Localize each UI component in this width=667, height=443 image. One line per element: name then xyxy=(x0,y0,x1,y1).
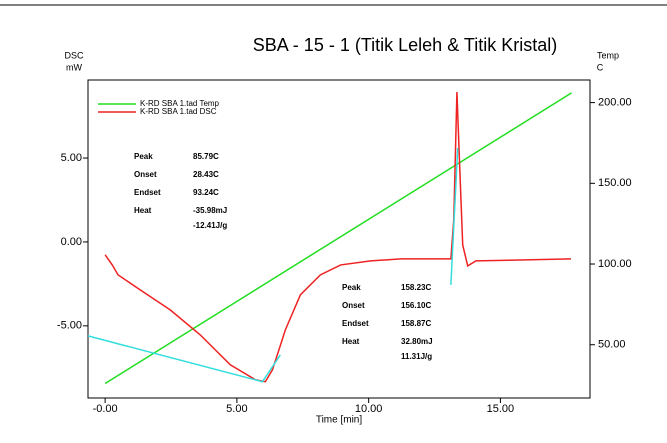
y-tick-label: -5.00 xyxy=(57,320,82,332)
y-axis-label: DSC xyxy=(64,50,84,60)
annotation-value: 156.10C xyxy=(401,301,431,310)
y2-tick-label: 50.00 xyxy=(598,339,626,351)
annotation-label: Endset xyxy=(342,319,369,328)
annotation-value: -35.98mJ xyxy=(193,206,227,215)
annotation-value: -12.41J/g xyxy=(193,221,227,230)
y2-tick-label: 200.00 xyxy=(598,97,632,109)
y-tick-label: 0.00 xyxy=(61,236,82,248)
y2-tick-label: 150.00 xyxy=(598,177,632,189)
annotation-label: Peak xyxy=(342,283,361,292)
annotation-value: 32.80mJ xyxy=(401,337,433,346)
annotation-value: 85.79C xyxy=(193,152,219,161)
annotation-label: Endset xyxy=(134,188,161,197)
annotation-value: 28.43C xyxy=(193,170,219,179)
data-line xyxy=(104,92,572,383)
chart-title: SBA - 15 - 1 (Titik Leleh & Titik Krista… xyxy=(253,35,557,55)
annotation-label: Onset xyxy=(342,301,365,310)
y2-axis-label: Temp xyxy=(597,50,619,60)
x-tick-label: 5.00 xyxy=(226,403,247,415)
x-tick-label: 15.00 xyxy=(487,403,515,415)
annotation-value: 158.87C xyxy=(401,319,431,328)
annotation-value: 158.23C xyxy=(401,283,431,292)
plot-frame xyxy=(87,79,591,399)
x-axis-label: Time [min] xyxy=(316,415,363,426)
annotation-value: 93.24C xyxy=(193,188,219,197)
data-line xyxy=(104,92,572,385)
annotation-label: Onset xyxy=(134,170,157,179)
y-axis-unit: mW xyxy=(66,62,82,72)
legend-label: K-RD SBA 1.tad Temp xyxy=(140,99,220,108)
y2-tick-label: 100.00 xyxy=(598,258,632,270)
annotation-label: Heat xyxy=(342,337,360,346)
y-tick-label: 5.00 xyxy=(61,152,82,164)
x-tick-label: 10.00 xyxy=(355,403,383,415)
data-line xyxy=(87,335,281,383)
y2-axis-unit: C xyxy=(597,62,604,72)
annotation-value: 11.31J/g xyxy=(401,352,432,361)
annotation-label: Heat xyxy=(134,206,152,215)
x-tick-label: -0.00 xyxy=(93,403,118,415)
data-line xyxy=(450,147,459,285)
annotation-label: Peak xyxy=(134,152,153,161)
legend-label: K-RD SBA 1.tad DSC xyxy=(140,107,217,116)
